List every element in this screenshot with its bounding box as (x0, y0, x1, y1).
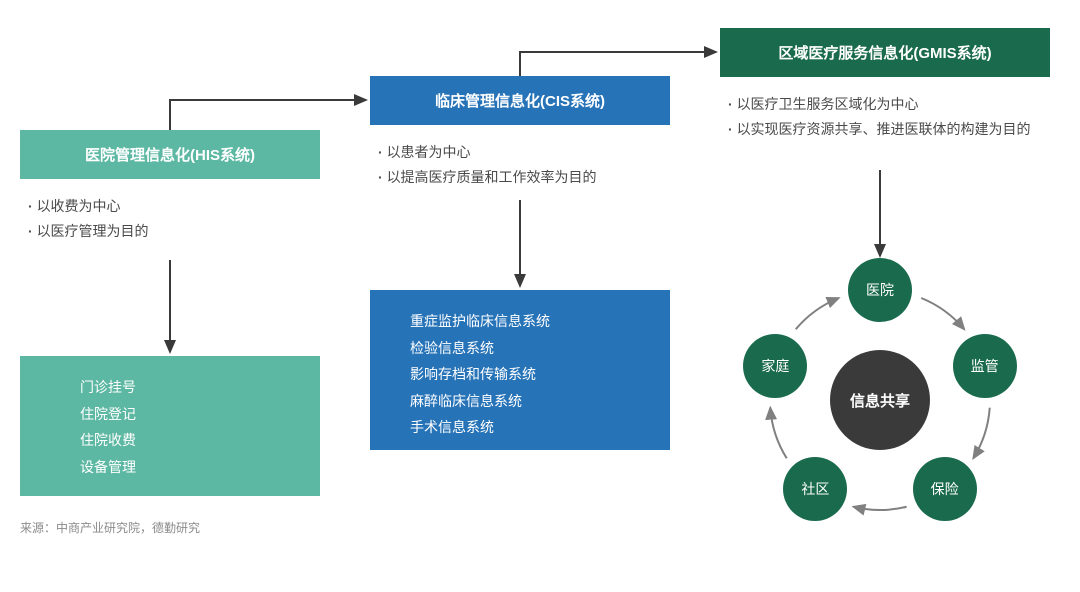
gmis-bullets: 以医疗卫生服务区域化为中心 以实现医疗资源共享、推进医联体的构建为目的 (720, 78, 1050, 146)
cis-detail-item: 手术信息系统 (410, 414, 652, 441)
circle-node: 家庭 (743, 334, 807, 398)
cis-bullet: 以患者为中心 (378, 140, 666, 165)
his-bullet: 以收费为中心 (28, 194, 316, 219)
circle-node: 社区 (783, 457, 847, 521)
cis-detail-item: 麻醉临床信息系统 (410, 388, 652, 415)
his-detail-item: 住院登记 (80, 401, 302, 428)
circle-center: 信息共享 (830, 350, 930, 450)
circle-node: 监管 (953, 334, 1017, 398)
circle-node: 保险 (913, 457, 977, 521)
cis-header: 临床管理信息化(CIS系统) (370, 76, 670, 125)
his-bullets: 以收费为中心 以医疗管理为目的 (20, 180, 320, 248)
his-detail-item: 门诊挂号 (80, 374, 302, 401)
source-text: 来源：中商产业研究院，德勤研究 (20, 519, 200, 536)
circle-node: 医院 (848, 258, 912, 322)
gmis-bullet: 以医疗卫生服务区域化为中心 (728, 92, 1046, 117)
cis-bullets: 以患者为中心 以提高医疗质量和工作效率为目的 (370, 126, 670, 194)
his-header: 医院管理信息化(HIS系统) (20, 130, 320, 179)
cis-detail-box: 重症监护临床信息系统 检验信息系统 影响存档和传输系统 麻醉临床信息系统 手术信… (370, 290, 670, 450)
gmis-header-label: 区域医疗服务信息化(GMIS系统) (778, 45, 991, 62)
cis-header-label: 临床管理信息化(CIS系统) (435, 93, 605, 110)
his-header-label: 医院管理信息化(HIS系统) (85, 147, 255, 164)
cis-detail-item: 重症监护临床信息系统 (410, 308, 652, 335)
cis-bullet: 以提高医疗质量和工作效率为目的 (378, 165, 666, 190)
cis-detail-item: 影响存档和传输系统 (410, 361, 652, 388)
his-detail-box: 门诊挂号 住院登记 住院收费 设备管理 (20, 356, 320, 496)
his-bullet: 以医疗管理为目的 (28, 219, 316, 244)
his-detail-item: 设备管理 (80, 454, 302, 481)
gmis-header: 区域医疗服务信息化(GMIS系统) (720, 28, 1050, 77)
cis-detail-item: 检验信息系统 (410, 335, 652, 362)
gmis-bullet: 以实现医疗资源共享、推进医联体的构建为目的 (728, 117, 1046, 142)
his-detail-item: 住院收费 (80, 427, 302, 454)
